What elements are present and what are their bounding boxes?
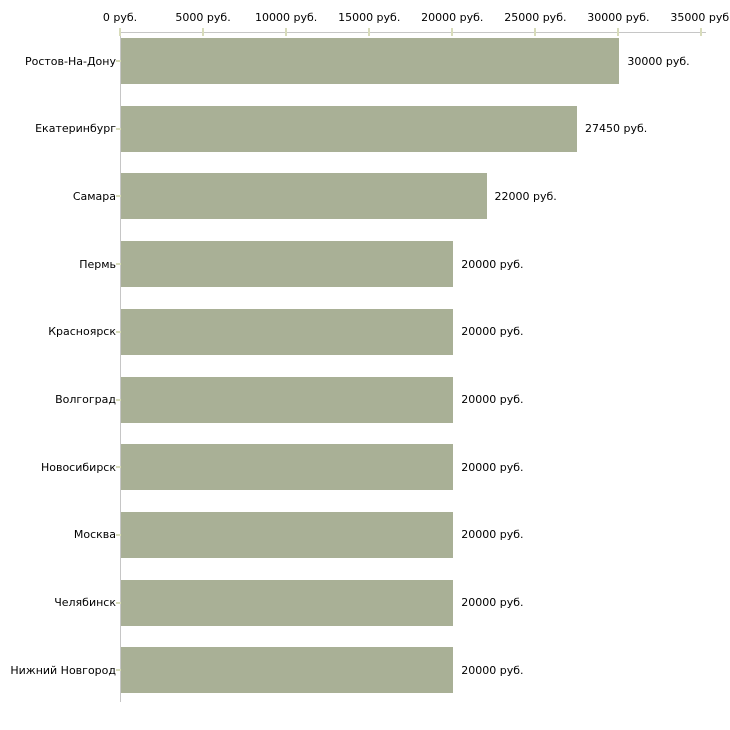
value-label: 20000 руб. xyxy=(461,596,524,610)
value-label: 27450 руб. xyxy=(585,122,648,136)
x-tick-label: 0 руб. xyxy=(102,11,138,24)
bar xyxy=(121,647,454,694)
bar xyxy=(121,241,454,288)
category-label: Нижний Новгород xyxy=(10,663,116,677)
x-tick-mark xyxy=(202,28,205,36)
bar xyxy=(121,444,454,491)
category-label: Самара xyxy=(72,189,116,203)
bar xyxy=(121,173,487,220)
x-tick-label: 25000 руб. xyxy=(504,11,567,24)
value-label: 20000 руб. xyxy=(461,460,524,474)
x-tick-mark xyxy=(700,28,703,36)
y-tick-mark xyxy=(116,60,121,62)
category-label: Красноярск xyxy=(48,325,116,339)
y-tick-mark xyxy=(116,533,121,536)
x-tick-mark xyxy=(617,28,620,36)
y-tick-mark xyxy=(116,466,121,469)
y-tick-mark xyxy=(116,398,121,401)
x-tick-label: 35000 руб. xyxy=(670,11,730,24)
y-tick-mark xyxy=(116,330,121,333)
category-label: Пермь xyxy=(79,257,116,271)
bar xyxy=(121,376,454,423)
x-tick-label: 5000 руб. xyxy=(175,11,231,24)
bar xyxy=(121,579,454,626)
x-tick-mark xyxy=(119,28,121,36)
category-label: Новосибирск xyxy=(40,460,116,474)
category-label: Челябинск xyxy=(54,596,116,610)
y-axis-line xyxy=(120,32,121,702)
x-tick-mark xyxy=(368,28,371,36)
value-label: 20000 руб. xyxy=(461,663,524,677)
y-tick-mark xyxy=(116,601,121,604)
y-tick-mark xyxy=(116,195,121,198)
x-tick-mark xyxy=(534,28,537,36)
category-label: Екатеринбург xyxy=(35,122,116,136)
value-label: 22000 руб. xyxy=(494,189,557,203)
category-label: Ростов-На-Дону xyxy=(24,54,116,68)
x-tick-label: 10000 руб. xyxy=(254,11,318,24)
x-tick-mark xyxy=(285,28,288,36)
category-label: Москва xyxy=(73,528,116,542)
bar xyxy=(121,511,454,558)
x-tick-mark xyxy=(451,28,454,36)
y-tick-mark xyxy=(116,669,121,672)
value-label: 20000 руб. xyxy=(461,393,524,406)
value-label: 30000 руб. xyxy=(627,54,690,68)
y-tick-mark xyxy=(116,127,121,130)
x-tick-label: 30000 руб. xyxy=(587,11,650,24)
x-tick-label: 15000 руб. xyxy=(338,11,401,24)
bar xyxy=(121,38,620,84)
y-tick-mark xyxy=(116,263,121,266)
x-axis-line xyxy=(120,32,706,33)
value-label: 20000 руб. xyxy=(461,257,524,271)
category-label: Волгоград xyxy=(55,393,116,406)
value-label: 20000 руб. xyxy=(461,325,524,339)
value-label: 20000 руб. xyxy=(461,528,524,542)
bar xyxy=(121,105,578,152)
bar xyxy=(121,308,454,355)
x-tick-label: 20000 руб. xyxy=(421,11,484,24)
